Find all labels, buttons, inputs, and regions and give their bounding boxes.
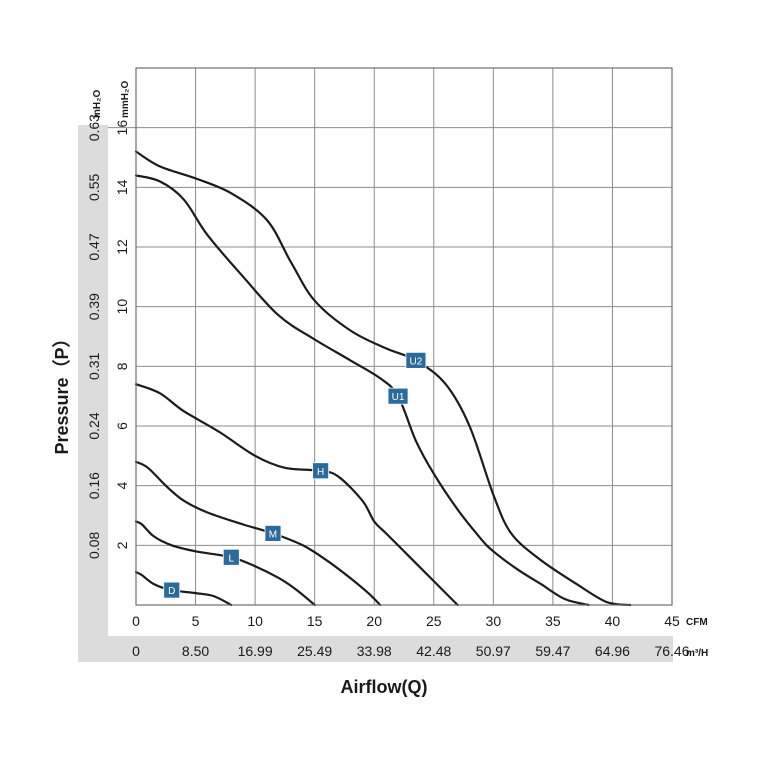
plot-frame — [135, 67, 673, 606]
x2-tick-label: 42.48 — [416, 643, 451, 659]
curve-l — [134, 520, 316, 607]
x2-tick-label: 76.46 — [654, 643, 689, 659]
y-tick-label: 4 — [114, 482, 130, 490]
x2-tick-label: 33.98 — [357, 643, 392, 659]
x-axis-band — [78, 636, 673, 662]
y-tick-label: 8 — [114, 362, 130, 370]
x2-tick-label: 0 — [132, 643, 140, 659]
curve-d — [134, 571, 233, 607]
y-unit-inh2o: inH₂O — [92, 89, 103, 118]
x-tick-label: 45 — [664, 613, 680, 629]
y2-tick-label: 0.08 — [86, 531, 102, 558]
y2-tick-label: 0.47 — [86, 233, 102, 260]
x2-tick-label: 16.99 — [238, 643, 273, 659]
x2-tick-label: 64.96 — [595, 643, 630, 659]
curve-tag-label: H — [317, 467, 324, 478]
curve-tag-u2: U2 — [405, 351, 427, 369]
y2-tick-label: 0.16 — [86, 472, 102, 499]
curve-tag-label: D — [168, 586, 175, 597]
curve-tag-label: U2 — [410, 356, 423, 367]
x-tick-label: 35 — [545, 613, 561, 629]
x-axis-title: Airflow(Q) — [341, 677, 428, 697]
curve-tag-label: M — [269, 529, 277, 540]
curve-tag-box — [312, 462, 330, 480]
curve-tag-label: L — [229, 553, 235, 564]
curve-tags: U2 U1 H M L D — [163, 351, 427, 599]
y-unit-mmh2o: mmH₂O — [120, 81, 131, 118]
curve-tag-box — [387, 387, 409, 405]
y-tick-label: 16 — [114, 120, 130, 136]
tick-labels: 0 5 10 15 20 25 30 35 40 450 8.50 16.99 25.49 33.98 42… — [86, 114, 690, 659]
y-tick-label: 6 — [114, 422, 130, 430]
curve-m — [134, 460, 382, 607]
x-tick-label: 0 — [132, 613, 140, 629]
x2-tick-label: 8.50 — [182, 643, 209, 659]
x-unit-cfm: CFM — [686, 617, 708, 628]
curve-tag-l: L — [222, 548, 240, 566]
y-axis-band — [78, 125, 108, 662]
curve-tag-box — [405, 351, 427, 369]
grid — [108, 68, 672, 605]
x-tick-label: 25 — [426, 613, 442, 629]
x-tick-label: 20 — [366, 613, 382, 629]
curve-h — [134, 383, 459, 607]
x-tick-label: 30 — [486, 613, 502, 629]
curve-tag-d: D — [163, 581, 181, 599]
curves — [134, 150, 632, 607]
x-tick-label: 15 — [307, 613, 323, 629]
curve-tag-m: M — [264, 525, 282, 542]
y-tick-label: 12 — [114, 239, 130, 255]
x-unit-m3h: m³/H — [686, 648, 708, 659]
x-tick-label: 5 — [192, 613, 200, 629]
x-tick-label: 40 — [605, 613, 621, 629]
y2-tick-label: 0.24 — [86, 412, 102, 439]
curve-u1 — [134, 174, 590, 607]
y2-tick-label: 0.31 — [86, 352, 102, 379]
x2-tick-label: 50.97 — [476, 643, 511, 659]
x-tick-label: 10 — [247, 613, 263, 629]
y-axis-title: Pressure（P） — [52, 329, 72, 454]
y2-tick-label: 0.63 — [86, 114, 102, 141]
curve-tag-box — [222, 548, 240, 566]
y2-tick-label: 0.55 — [86, 173, 102, 200]
curve-u2 — [134, 150, 632, 607]
curve-tag-label: U1 — [392, 392, 405, 403]
x2-tick-label: 25.49 — [297, 643, 332, 659]
y-tick-label: 14 — [114, 179, 130, 195]
curve-tag-h: H — [312, 462, 330, 480]
y-tick-label: 10 — [114, 299, 130, 315]
x2-tick-label: 59.47 — [535, 643, 570, 659]
curve-tag-box — [163, 581, 181, 599]
curve-tag-box — [264, 525, 282, 542]
y2-tick-label: 0.39 — [86, 293, 102, 320]
y-tick-label: 2 — [114, 541, 130, 549]
curve-tag-u1: U1 — [387, 387, 409, 405]
